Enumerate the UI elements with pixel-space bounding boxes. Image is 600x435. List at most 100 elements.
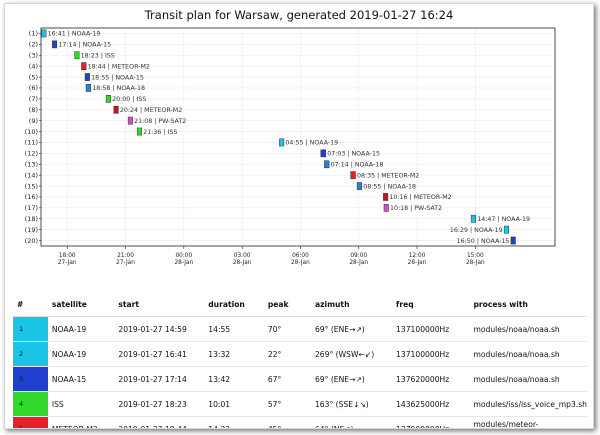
peak-cell: 45°	[263, 416, 311, 428]
process-cell: modules/noaa/noaa.sh	[469, 316, 587, 342]
row-label: (8)	[29, 106, 38, 114]
x-axis-ticks: 18:0027-Jan21:0027-Jan00:0028-Jan03:0028…	[58, 246, 485, 266]
x-tick-time: 03:00	[234, 253, 251, 259]
row-label: (19)	[25, 226, 38, 234]
pass-bar	[74, 51, 80, 60]
row-label: (18)	[25, 215, 38, 223]
pass-bar	[113, 105, 119, 114]
pass-label: 14:47 | NOAA-19	[477, 216, 530, 223]
azimuth-cell: 64° (NE↗)	[310, 416, 393, 428]
pass-label: 08:55 | NOAA-18	[363, 183, 416, 190]
header-number: #	[13, 292, 48, 317]
azimuth-cell: 69° (ENE→↗)	[310, 366, 393, 392]
row-label: (2)	[29, 41, 38, 49]
pass-bar	[383, 193, 389, 201]
header-start: start	[114, 292, 205, 317]
pass-label: 07:14 | NOAA-18	[331, 161, 384, 168]
x-tick-time: 15:00	[467, 253, 484, 259]
pass-label: 21:36 | ISS	[143, 129, 177, 136]
row-label: (20)	[25, 237, 38, 245]
peak-cell: 57°	[263, 391, 311, 417]
table-row: 4 ISS 2019-01-27 18:23 10:01 57° 163° (S…	[13, 391, 587, 417]
table-row: 5 METEOR-M2 2019-01-27 18:44 14:22 45° 6…	[13, 416, 587, 428]
header-duration: duration	[204, 292, 264, 317]
pass-label: 10:18 | PW-SAT2	[390, 205, 442, 212]
row-label: (3)	[29, 51, 38, 59]
row-label: (17)	[25, 204, 38, 212]
x-tick-date: 28-Jan	[466, 260, 485, 266]
pass-bar	[52, 40, 58, 49]
row-label: (10)	[25, 128, 38, 136]
row-label: (9)	[29, 117, 38, 125]
pass-label: 04:55 | NOAA-19	[285, 140, 338, 147]
pass-bar	[356, 182, 363, 190]
chart-title: Transit plan for Warsaw, generated 2019-…	[144, 8, 454, 22]
pass-bar	[470, 214, 477, 223]
row-label: (6)	[29, 84, 38, 92]
plot-frame	[40, 27, 556, 247]
row-number-cell: 2	[13, 341, 48, 367]
row-label: (4)	[29, 62, 38, 70]
pass-label: 20:00 | ISS	[112, 96, 146, 103]
row-number-cell: 1	[13, 316, 48, 342]
process-cell: modules/iss/iss_voice_mp3.sh	[469, 391, 587, 417]
x-tick-date: 28-Jan	[349, 260, 368, 266]
table-row: 2 NOAA-19 2019-01-27 16:41 13:32 22° 269…	[13, 341, 587, 367]
freq-cell: 143625000Hz	[392, 391, 470, 417]
pass-table: # satellite start duration peak azimuth …	[13, 292, 587, 428]
header-satellite: satellite	[47, 292, 115, 317]
peak-cell: 22°	[263, 341, 311, 367]
satellite-cell: NOAA-19	[47, 341, 115, 367]
transit-plan-chart: Transit plan for Warsaw, generated 2019-…	[25, 8, 556, 266]
pass-label: 16:50 | NOAA-15	[457, 238, 510, 245]
row-label: (14)	[25, 171, 38, 179]
azimuth-cell: 163° (SSE↓↘)	[310, 391, 393, 417]
pass-label: 07:03 | NOAA-15	[327, 151, 380, 158]
pass-label: 16:29 | NOAA-19	[450, 227, 503, 234]
pass-bar	[84, 73, 90, 81]
pass-bars: 16:41 | NOAA-19 17:14 | NOAA-15 18:23 | IS…	[41, 29, 530, 245]
start-cell: 2019-01-27 17:14	[114, 366, 205, 392]
pass-label: 16:41 | NOAA-19	[48, 31, 101, 38]
x-tick-time: 18:00	[59, 253, 76, 259]
pass-bar	[127, 116, 133, 125]
pass-label: 18:58 | NOAA-18	[92, 85, 145, 92]
start-cell: 2019-01-27 16:41	[114, 341, 205, 367]
pass-label: 21:08 | PW-SAT2	[134, 118, 186, 125]
pass-bar	[41, 29, 47, 38]
pass-bar	[85, 84, 91, 92]
row-label: (7)	[29, 95, 38, 103]
pass-label: 18:55 | NOAA-15	[91, 74, 144, 81]
row-label: (15)	[25, 182, 38, 190]
pass-label: 17:14 | NOAA-15	[58, 42, 111, 49]
peak-cell: 67°	[263, 366, 311, 392]
satellite-cell: NOAA-19	[47, 316, 115, 342]
row-labels: (1) (2) (3) (4) (5) (6) (7) (8) (9) (10) (11) (12) (…	[25, 30, 41, 245]
duration-cell: 14:55	[204, 316, 264, 342]
pass-bar	[503, 225, 509, 234]
pass-label: 18:44 | METEOR-M2	[88, 63, 150, 70]
plot-grid	[41, 28, 555, 246]
header-freq: freq	[392, 292, 470, 317]
pass-label: 18:23 | ISS	[81, 52, 115, 59]
x-tick-date: 28-Jan	[291, 260, 310, 266]
pass-bar	[350, 171, 356, 180]
row-number-cell: 4	[13, 391, 48, 417]
freq-cell: 137620000Hz	[392, 366, 470, 392]
header-process: process with	[469, 292, 587, 317]
azimuth-cell: 269° (WSW←↙)	[310, 341, 393, 367]
satellite-cell: NOAA-15	[47, 366, 115, 392]
start-cell: 2019-01-27 18:44	[114, 416, 205, 428]
pass-bar	[81, 62, 87, 70]
pass-bar	[136, 127, 142, 136]
row-number-cell: 5	[13, 416, 48, 428]
x-tick-date: 27-Jan	[58, 260, 77, 266]
pass-label: 20:24 | METEOR-M2	[120, 107, 182, 114]
row-label: (1)	[29, 30, 38, 38]
row-label: (11)	[25, 139, 38, 147]
start-cell: 2019-01-27 14:59	[114, 316, 205, 342]
freq-cell: 137900000Hz	[392, 416, 470, 428]
pass-label: 10:16 | METEOR-M2	[389, 194, 451, 201]
pass-bar	[324, 160, 330, 169]
row-label: (5)	[29, 73, 38, 81]
